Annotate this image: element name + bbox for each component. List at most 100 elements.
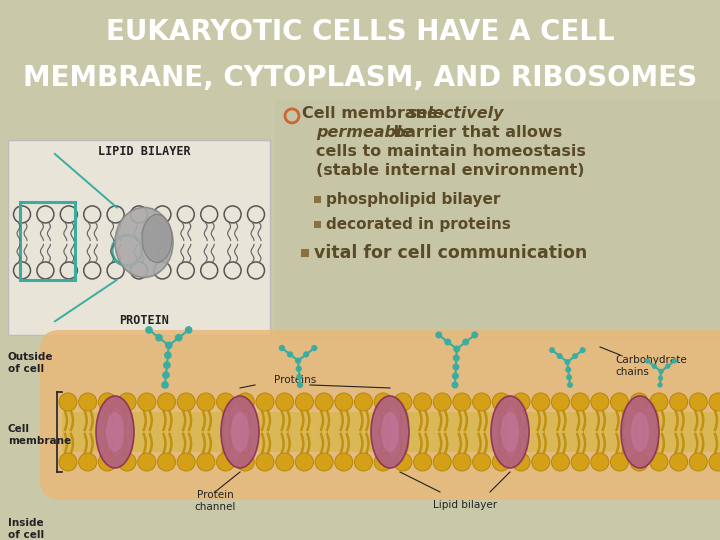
Circle shape bbox=[672, 359, 678, 363]
Circle shape bbox=[335, 453, 353, 471]
Circle shape bbox=[256, 453, 274, 471]
Ellipse shape bbox=[491, 396, 529, 468]
Circle shape bbox=[572, 353, 578, 359]
Circle shape bbox=[452, 363, 459, 370]
Circle shape bbox=[161, 381, 169, 389]
Circle shape bbox=[444, 339, 451, 346]
Circle shape bbox=[591, 393, 609, 411]
FancyBboxPatch shape bbox=[301, 248, 309, 256]
Text: Proteins: Proteins bbox=[274, 375, 316, 385]
Circle shape bbox=[276, 393, 294, 411]
Text: Outside
of cell: Outside of cell bbox=[8, 352, 53, 374]
Circle shape bbox=[354, 453, 372, 471]
Circle shape bbox=[99, 393, 117, 411]
Circle shape bbox=[158, 453, 176, 471]
FancyBboxPatch shape bbox=[8, 140, 270, 335]
Text: (stable internal environment): (stable internal environment) bbox=[316, 164, 585, 178]
Ellipse shape bbox=[371, 396, 409, 468]
Circle shape bbox=[709, 453, 720, 471]
FancyBboxPatch shape bbox=[314, 221, 321, 228]
Circle shape bbox=[665, 363, 670, 369]
Circle shape bbox=[571, 393, 589, 411]
Circle shape bbox=[709, 393, 720, 411]
Circle shape bbox=[164, 352, 171, 359]
Circle shape bbox=[158, 393, 176, 411]
Circle shape bbox=[175, 334, 183, 341]
Text: LIPID BILAYER: LIPID BILAYER bbox=[98, 145, 190, 158]
Text: Cell membrane-: Cell membrane- bbox=[302, 106, 450, 122]
Circle shape bbox=[78, 453, 96, 471]
Circle shape bbox=[658, 369, 664, 374]
Ellipse shape bbox=[106, 412, 124, 452]
Circle shape bbox=[279, 345, 285, 351]
Circle shape bbox=[197, 393, 215, 411]
FancyBboxPatch shape bbox=[40, 330, 720, 500]
Ellipse shape bbox=[381, 412, 399, 452]
Circle shape bbox=[236, 453, 254, 471]
Circle shape bbox=[650, 453, 668, 471]
Circle shape bbox=[453, 453, 471, 471]
Circle shape bbox=[472, 393, 490, 411]
Circle shape bbox=[145, 326, 153, 334]
Circle shape bbox=[670, 393, 688, 411]
Circle shape bbox=[155, 334, 163, 341]
Circle shape bbox=[689, 393, 707, 411]
Circle shape bbox=[59, 453, 77, 471]
Circle shape bbox=[462, 339, 469, 346]
Circle shape bbox=[472, 332, 478, 339]
Text: selectively: selectively bbox=[408, 106, 505, 122]
Text: Lipid bilayer: Lipid bilayer bbox=[433, 500, 497, 510]
Circle shape bbox=[177, 453, 195, 471]
Circle shape bbox=[287, 351, 293, 357]
FancyBboxPatch shape bbox=[314, 196, 321, 203]
Circle shape bbox=[335, 393, 353, 411]
Circle shape bbox=[436, 332, 442, 339]
Circle shape bbox=[296, 366, 302, 372]
Circle shape bbox=[138, 453, 156, 471]
Circle shape bbox=[689, 453, 707, 471]
Circle shape bbox=[295, 393, 313, 411]
Circle shape bbox=[138, 393, 156, 411]
Circle shape bbox=[118, 453, 136, 471]
Circle shape bbox=[374, 393, 392, 411]
Circle shape bbox=[296, 374, 302, 380]
Circle shape bbox=[162, 371, 170, 379]
Circle shape bbox=[552, 453, 570, 471]
Text: decorated in proteins: decorated in proteins bbox=[326, 217, 511, 232]
Ellipse shape bbox=[501, 412, 519, 452]
Circle shape bbox=[433, 393, 451, 411]
Circle shape bbox=[59, 393, 77, 411]
Circle shape bbox=[453, 354, 460, 361]
Circle shape bbox=[472, 453, 490, 471]
Circle shape bbox=[78, 393, 96, 411]
Circle shape bbox=[315, 393, 333, 411]
Circle shape bbox=[236, 393, 254, 411]
Circle shape bbox=[118, 393, 136, 411]
Text: Protein
channel: Protein channel bbox=[194, 490, 235, 512]
Ellipse shape bbox=[231, 412, 249, 452]
Circle shape bbox=[453, 393, 471, 411]
Text: EUKARYOTIC CELLS HAVE A CELL: EUKARYOTIC CELLS HAVE A CELL bbox=[106, 18, 614, 46]
Circle shape bbox=[658, 376, 663, 381]
Circle shape bbox=[552, 393, 570, 411]
Circle shape bbox=[549, 347, 555, 353]
Text: MEMBRANE, CYTOPLASM, AND RIBOSOMES: MEMBRANE, CYTOPLASM, AND RIBOSOMES bbox=[23, 64, 697, 92]
Circle shape bbox=[297, 382, 303, 388]
Circle shape bbox=[303, 351, 310, 357]
Circle shape bbox=[217, 393, 235, 411]
Circle shape bbox=[532, 393, 550, 411]
Text: permeable: permeable bbox=[316, 125, 413, 140]
Circle shape bbox=[413, 453, 431, 471]
Ellipse shape bbox=[221, 396, 259, 468]
Circle shape bbox=[165, 341, 173, 349]
Circle shape bbox=[276, 453, 294, 471]
Circle shape bbox=[256, 393, 274, 411]
Circle shape bbox=[492, 453, 510, 471]
Ellipse shape bbox=[142, 214, 172, 262]
Circle shape bbox=[99, 453, 117, 471]
Circle shape bbox=[670, 453, 688, 471]
Circle shape bbox=[567, 382, 573, 388]
Text: Inside
of cell
(cytoplasm): Inside of cell (cytoplasm) bbox=[8, 518, 78, 540]
Ellipse shape bbox=[621, 396, 659, 468]
Circle shape bbox=[564, 359, 570, 365]
